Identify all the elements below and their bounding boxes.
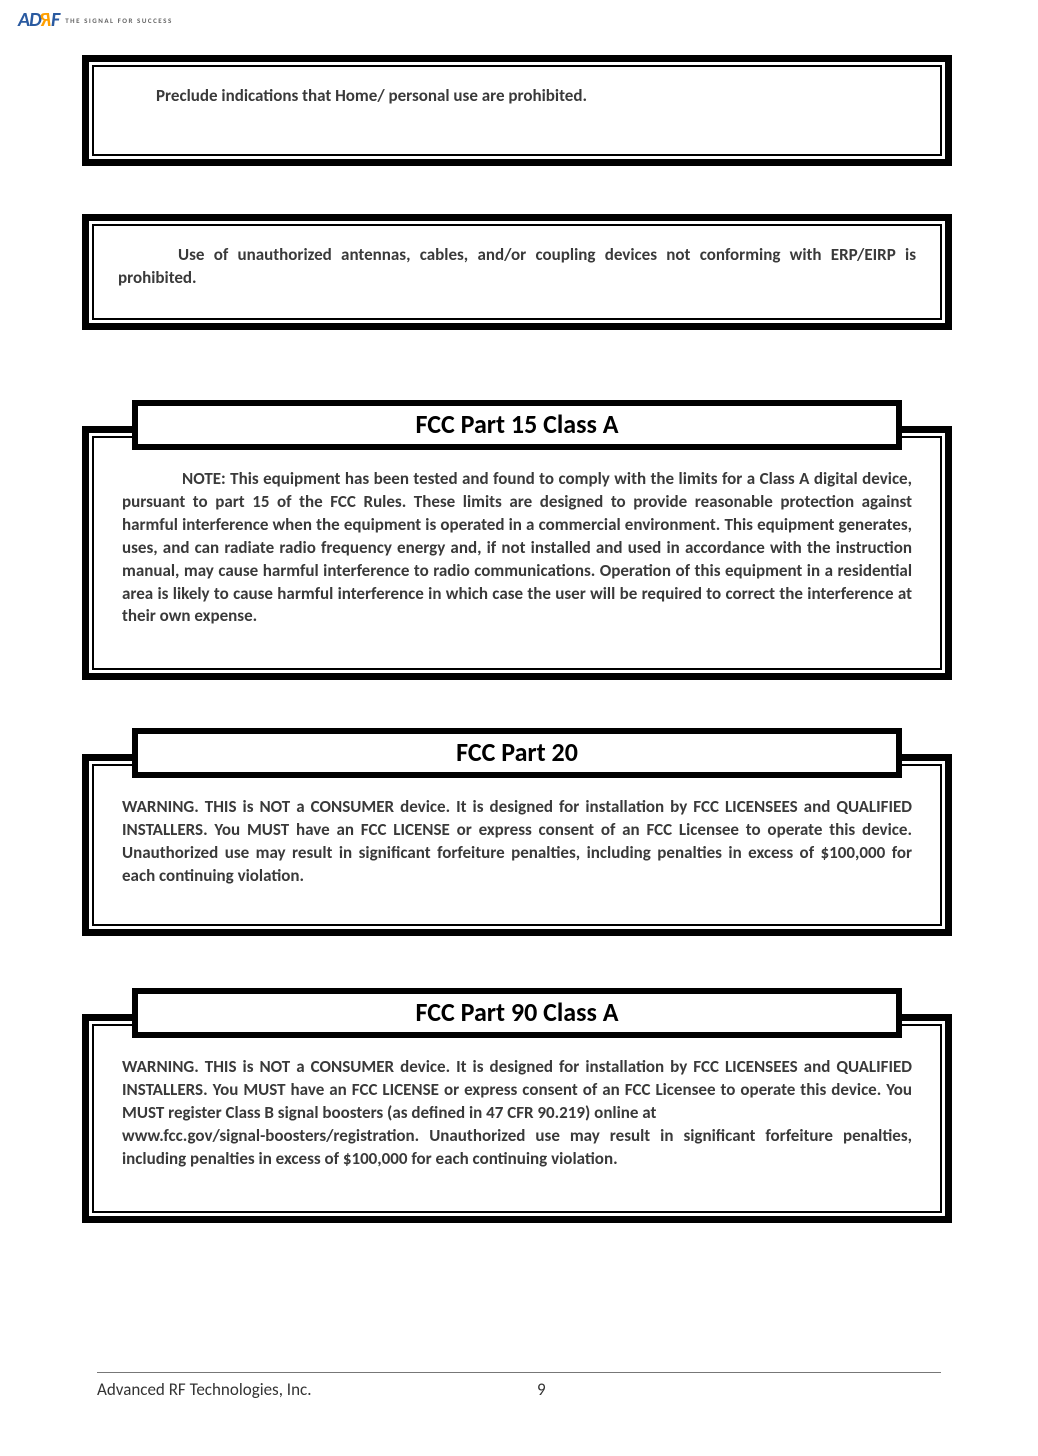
logo: ADRF <box>18 8 59 32</box>
part15-text-span: NOTE: This equipment has been tested and… <box>122 468 912 627</box>
part90-text: WARNING. THIS is NOT a CONSUMER device. … <box>122 1056 912 1171</box>
section-fcc-part15: FCC Part 15 Class A NOTE: This equipment… <box>82 400 952 681</box>
section-body-part90: WARNING. THIS is NOT a CONSUMER device. … <box>82 1014 952 1223</box>
page-content: Preclude indications that Home/ personal… <box>82 55 952 1271</box>
notice-box-preclude: Preclude indications that Home/ personal… <box>82 55 952 166</box>
section-body-inner-part90: WARNING. THIS is NOT a CONSUMER device. … <box>92 1024 942 1213</box>
antennas-text-span: Use of unauthorized antennas, cables, an… <box>118 244 916 288</box>
section-title-part90: FCC Part 90 Class A <box>132 988 902 1038</box>
section-body-inner-part20: WARNING. THIS is NOT a CONSUMER device. … <box>92 764 942 926</box>
page-footer: Advanced RF Technologies, Inc. 9 <box>97 1372 941 1400</box>
section-body-part15: NOTE: This equipment has been tested and… <box>82 426 952 681</box>
section-title-part20: FCC Part 20 <box>132 728 902 778</box>
logo-letter-d: D <box>29 8 41 32</box>
part15-text: NOTE: This equipment has been tested and… <box>122 468 912 629</box>
notice-box-antennas-inner: Use of unauthorized antennas, cables, an… <box>92 224 942 320</box>
logo-letter-r: R <box>41 8 51 32</box>
section-fcc-part90: FCC Part 90 Class A WARNING. THIS is NOT… <box>82 988 952 1223</box>
logo-tagline: THE SIGNAL FOR SUCCESS <box>65 16 173 25</box>
page-header: ADRF THE SIGNAL FOR SUCCESS <box>18 8 173 32</box>
part20-text: WARNING. THIS is NOT a CONSUMER device. … <box>122 796 912 888</box>
section-body-inner-part15: NOTE: This equipment has been tested and… <box>92 436 942 671</box>
notice-box-antennas: Use of unauthorized antennas, cables, an… <box>82 214 952 330</box>
logo-letter-a: A <box>18 8 29 32</box>
section-body-part20: WARNING. THIS is NOT a CONSUMER device. … <box>82 754 952 936</box>
section-title-part15: FCC Part 15 Class A <box>132 400 902 450</box>
antennas-text: Use of unauthorized antennas, cables, an… <box>118 244 916 290</box>
part90-text-line1: WARNING. THIS is NOT a CONSUMER device. … <box>122 1056 912 1125</box>
part90-text-line2: www.fcc.gov/signal-boosters/registration… <box>122 1125 912 1171</box>
preclude-text: Preclude indications that Home/ personal… <box>118 85 916 108</box>
footer-company: Advanced RF Technologies, Inc. <box>97 1379 311 1400</box>
logo-letter-f: F <box>51 8 59 32</box>
notice-box-preclude-inner: Preclude indications that Home/ personal… <box>92 65 942 156</box>
section-fcc-part20: FCC Part 20 WARNING. THIS is NOT a CONSU… <box>82 728 952 936</box>
footer-page-number: 9 <box>537 1379 546 1400</box>
